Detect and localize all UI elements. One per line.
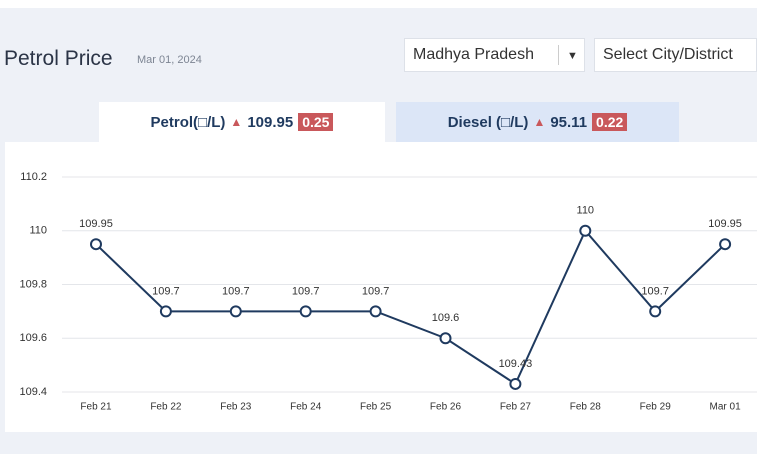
point (649, 305, 662, 318)
x-tick-label: Feb 22 (150, 402, 182, 413)
data-label: 109.7 (641, 285, 669, 297)
x-tick-label: Feb 21 (80, 402, 112, 413)
diesel-tab[interactable]: Diesel (□/L) ▲ 95.11 0.22 (396, 102, 679, 142)
y-tick-label: 109.4 (19, 386, 47, 398)
point (159, 305, 172, 318)
x-tick-label: Mar 01 (710, 402, 742, 413)
point (229, 305, 242, 318)
data-label: 109.95 (708, 218, 742, 230)
state-dropdown[interactable]: Madhya Pradesh ▼ (404, 38, 585, 72)
petrol-tab[interactable]: Petrol(□/L) ▲ 109.95 0.25 (99, 102, 385, 142)
data-label: 109.6 (432, 312, 460, 324)
x-tick-label: Feb 29 (640, 402, 672, 413)
point (579, 224, 592, 237)
y-tick-label: 109.6 (19, 332, 47, 344)
x-tick-label: Feb 25 (360, 402, 392, 413)
tab-label: Petrol(□/L) (150, 113, 226, 131)
point (369, 305, 382, 318)
tab-change: 0.25 (298, 113, 334, 131)
divider (558, 45, 559, 65)
tab-label: Diesel (□/L) (447, 113, 529, 131)
y-tick-label: 110.2 (20, 171, 47, 183)
data-label: 109.7 (222, 285, 250, 297)
date: Mar 01, 2024 (137, 54, 202, 66)
data-label: 110 (577, 205, 595, 217)
tab-change: 0.22 (592, 113, 628, 131)
data-label: 109.95 (79, 218, 113, 230)
data-label: 109.7 (362, 285, 390, 297)
y-tick-label: 110 (29, 225, 47, 237)
data-label: 109.7 (152, 285, 180, 297)
price-line (95, 228, 726, 386)
point (509, 377, 522, 390)
x-tick-label: Feb 28 (570, 402, 602, 413)
y-tick-label: 109.8 (19, 278, 47, 290)
point (719, 238, 732, 251)
x-tick-label: Feb 26 (430, 402, 462, 413)
up-icon: ▲ (533, 115, 546, 129)
up-icon: ▲ (230, 115, 243, 129)
city-value: Select City/District (603, 46, 733, 63)
x-tick-label: Feb 24 (290, 402, 322, 413)
tab-price: 109.95 (247, 113, 294, 131)
point (299, 305, 312, 318)
x-tick-label: Feb 27 (500, 402, 532, 413)
dropdown-arrow: ▼ (567, 50, 578, 62)
data-label: 109.7 (292, 285, 320, 297)
state-value: Madhya Pradesh (413, 46, 534, 63)
point (439, 332, 452, 345)
tab-price: 95.11 (550, 113, 588, 131)
x-tick-label: Feb 23 (220, 402, 252, 413)
top-strip (0, 0, 757, 8)
chart-card (5, 142, 757, 432)
point (90, 238, 102, 251)
page-title: Petrol Price (4, 47, 113, 70)
data-label: 109.43 (499, 358, 533, 370)
